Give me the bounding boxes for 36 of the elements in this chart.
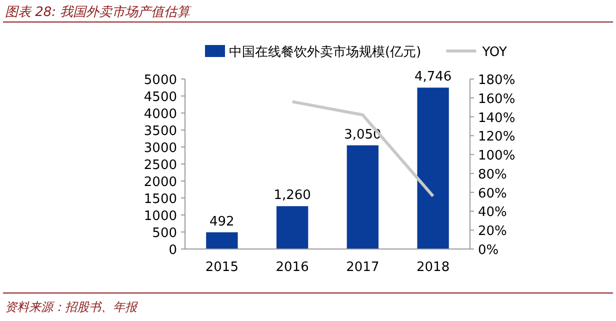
y-tick-label: 2000 [144, 175, 177, 190]
x-tick-label: 2017 [346, 260, 380, 275]
legend-label: YOY [481, 45, 507, 60]
y2-tick-label: 80% [478, 167, 507, 182]
y2-tick-label: 180% [478, 73, 516, 88]
y-tick-label: 3000 [144, 141, 177, 156]
y2-tick-label: 160% [478, 92, 516, 107]
y-tick-label: 2500 [144, 158, 177, 173]
y-tick-label: 500 [152, 226, 177, 241]
y2-tick-label: 20% [478, 224, 507, 240]
y2-tick-label: 60% [478, 186, 507, 202]
y-tick-label: 1000 [144, 209, 177, 224]
data-label: 1,260 [274, 188, 311, 204]
y2-tick-label: 100% [478, 148, 516, 164]
y2-tick-label: 140% [478, 110, 516, 126]
y2-tick-label: 120% [478, 130, 516, 145]
y-tick-label: 4000 [144, 107, 177, 122]
y-tick-label: 0 [168, 243, 177, 258]
y2-tick-label: 0% [478, 243, 499, 258]
y-tick-label: 4500 [144, 90, 177, 105]
legend-label: 中国在线餐饮外卖市场规模(亿元) [229, 45, 422, 60]
x-tick-label: 2016 [276, 260, 309, 275]
bar [276, 206, 308, 249]
y2-tick-label: 40% [478, 205, 507, 220]
bar [346, 145, 379, 249]
x-tick-label: 2015 [205, 260, 238, 275]
bar [417, 88, 449, 249]
data-label: 4,746 [414, 70, 452, 85]
text: 资料来源：招股书、年报 [5, 300, 138, 314]
chart-title: 图表 28: 我国外卖市场产值估算 [5, 5, 192, 20]
bar [206, 232, 238, 249]
y-tick-label: 5000 [144, 73, 177, 88]
data-label: 492 [210, 214, 234, 230]
x-tick-label: 2018 [416, 260, 450, 275]
y-tick-label: 1500 [144, 192, 177, 207]
y-tick-label: 3500 [144, 124, 177, 139]
